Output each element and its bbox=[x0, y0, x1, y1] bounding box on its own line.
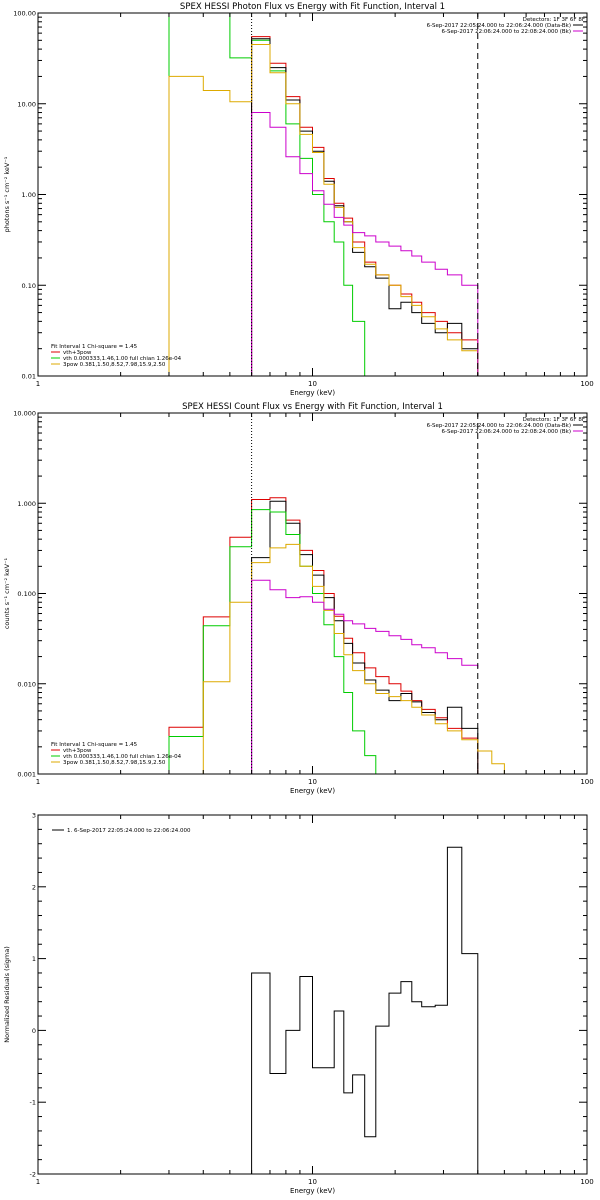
chart-title: SPEX HESSI Photon Flux vs Energy with Fi… bbox=[180, 2, 445, 12]
y-tick-label: 0.10 bbox=[22, 282, 36, 290]
chart-title: SPEX HESSI Count Flux vs Energy with Fit… bbox=[182, 402, 443, 412]
x-axis-label: Energy (keV) bbox=[290, 389, 335, 397]
y-tick-label: 0 bbox=[32, 1027, 36, 1035]
y-tick-label: 1 bbox=[32, 955, 36, 963]
y-tick-label: 0.010 bbox=[17, 680, 36, 688]
x-tick-label: 1 bbox=[36, 778, 40, 786]
x-tick-label: 10 bbox=[308, 1178, 317, 1186]
x-tick-label: 1 bbox=[36, 1178, 40, 1186]
series-group bbox=[168, 497, 517, 774]
fit-legend-entry-label: vth+3pow bbox=[63, 350, 92, 356]
x-axis-label: Energy (keV) bbox=[290, 787, 335, 795]
y-tick-label: 0.001 bbox=[17, 771, 36, 779]
y-tick-label: 2 bbox=[32, 883, 36, 891]
chart-panel-2: SPEX HESSI Count Flux vs Energy with Fit… bbox=[3, 402, 594, 795]
y-axis-label: Normalized Residuals (sigma) bbox=[3, 946, 11, 1043]
y-tick-label: 100.00 bbox=[13, 10, 36, 18]
data-series-1 bbox=[168, 497, 479, 774]
x-tick-label: 100 bbox=[580, 380, 593, 388]
data-series-1 bbox=[251, 846, 479, 1174]
y-tick-label: -1 bbox=[30, 1099, 36, 1107]
chart-panel-1: SPEX HESSI Photon Flux vs Energy with Fi… bbox=[3, 2, 594, 397]
y-tick-label: 0.01 bbox=[22, 373, 36, 381]
y-tick-label: 10.000 bbox=[13, 410, 36, 418]
x-tick-label: 10 bbox=[308, 778, 317, 786]
data-series-5 bbox=[251, 579, 479, 774]
data-series-5 bbox=[251, 112, 479, 376]
y-tick-label: -2 bbox=[30, 1171, 36, 1179]
x-tick-label: 1 bbox=[36, 380, 40, 388]
series-group bbox=[251, 846, 479, 1174]
x-axis-label: Energy (keV) bbox=[290, 1187, 335, 1195]
y-tick-label: 3 bbox=[32, 812, 36, 820]
x-tick-label: 100 bbox=[580, 778, 593, 786]
legend-entry-label: 6-Sep-2017 22:05:24.000 to 22:06:24.000 … bbox=[427, 23, 571, 29]
data-series-4 bbox=[168, 44, 493, 376]
fit-legend-entry-label: vth 0.000333,1.46,1.00 full chian 1.26e-… bbox=[63, 356, 182, 362]
legend-entry-label: 1. 6-Sep-2017 22:05:24.000 to 22:06:24.0… bbox=[67, 828, 191, 834]
legend-entry-label: 6-Sep-2017 22:06:24.000 to 22:08:24.000 … bbox=[442, 29, 572, 35]
data-series-3 bbox=[168, 509, 377, 774]
chart-panel-3: 1 10 100 Energy (keV) -2 -1 0 1 2 3 Normalized Res… bbox=[3, 812, 594, 1196]
fit-legend-entry-label: 3pow 0.381,1.50,8.52,7.98,15.9,2.50 bbox=[63, 760, 166, 766]
y-tick-label: 1.00 bbox=[22, 191, 36, 199]
legend-header: Detectors: 1F 3F 6F 8F bbox=[523, 17, 585, 23]
y-axis-label: counts s⁻¹ cm⁻² keV⁻¹ bbox=[3, 557, 11, 629]
fit-legend-entry-label: vth+3pow bbox=[63, 748, 92, 754]
fit-legend-entry-label: vth 0.000333,1.46,1.00 full chian 1.26e-… bbox=[63, 754, 182, 760]
fit-legend-entry-label: 3pow 0.381,1.50,8.52,7.98,15.9,2.50 bbox=[63, 362, 166, 368]
legend-entry-label: 6-Sep-2017 22:06:24.000 to 22:08:24.000 … bbox=[442, 429, 572, 435]
x-tick-label: 10 bbox=[308, 380, 317, 388]
fit-legend-header: Fit Interval 1 Chi-square = 1.45 bbox=[51, 344, 138, 350]
x-tick-label: 100 bbox=[580, 1178, 593, 1186]
legend-entry-label: 6-Sep-2017 22:05:24.000 to 22:06:24.000 … bbox=[427, 423, 571, 429]
data-series-4 bbox=[202, 543, 517, 774]
y-tick-label: 1.000 bbox=[17, 500, 36, 508]
legend-header: Detectors: 1F 3F 6F 8F bbox=[523, 417, 585, 423]
fit-legend-header: Fit Interval 1 Chi-square = 1.45 bbox=[51, 742, 138, 748]
series-group bbox=[168, 13, 493, 376]
y-tick-label: 0.100 bbox=[17, 590, 36, 598]
y-tick-label: 10.00 bbox=[17, 100, 36, 108]
y-axis-label: photons s⁻¹ cm⁻² keV⁻¹ bbox=[3, 156, 11, 232]
